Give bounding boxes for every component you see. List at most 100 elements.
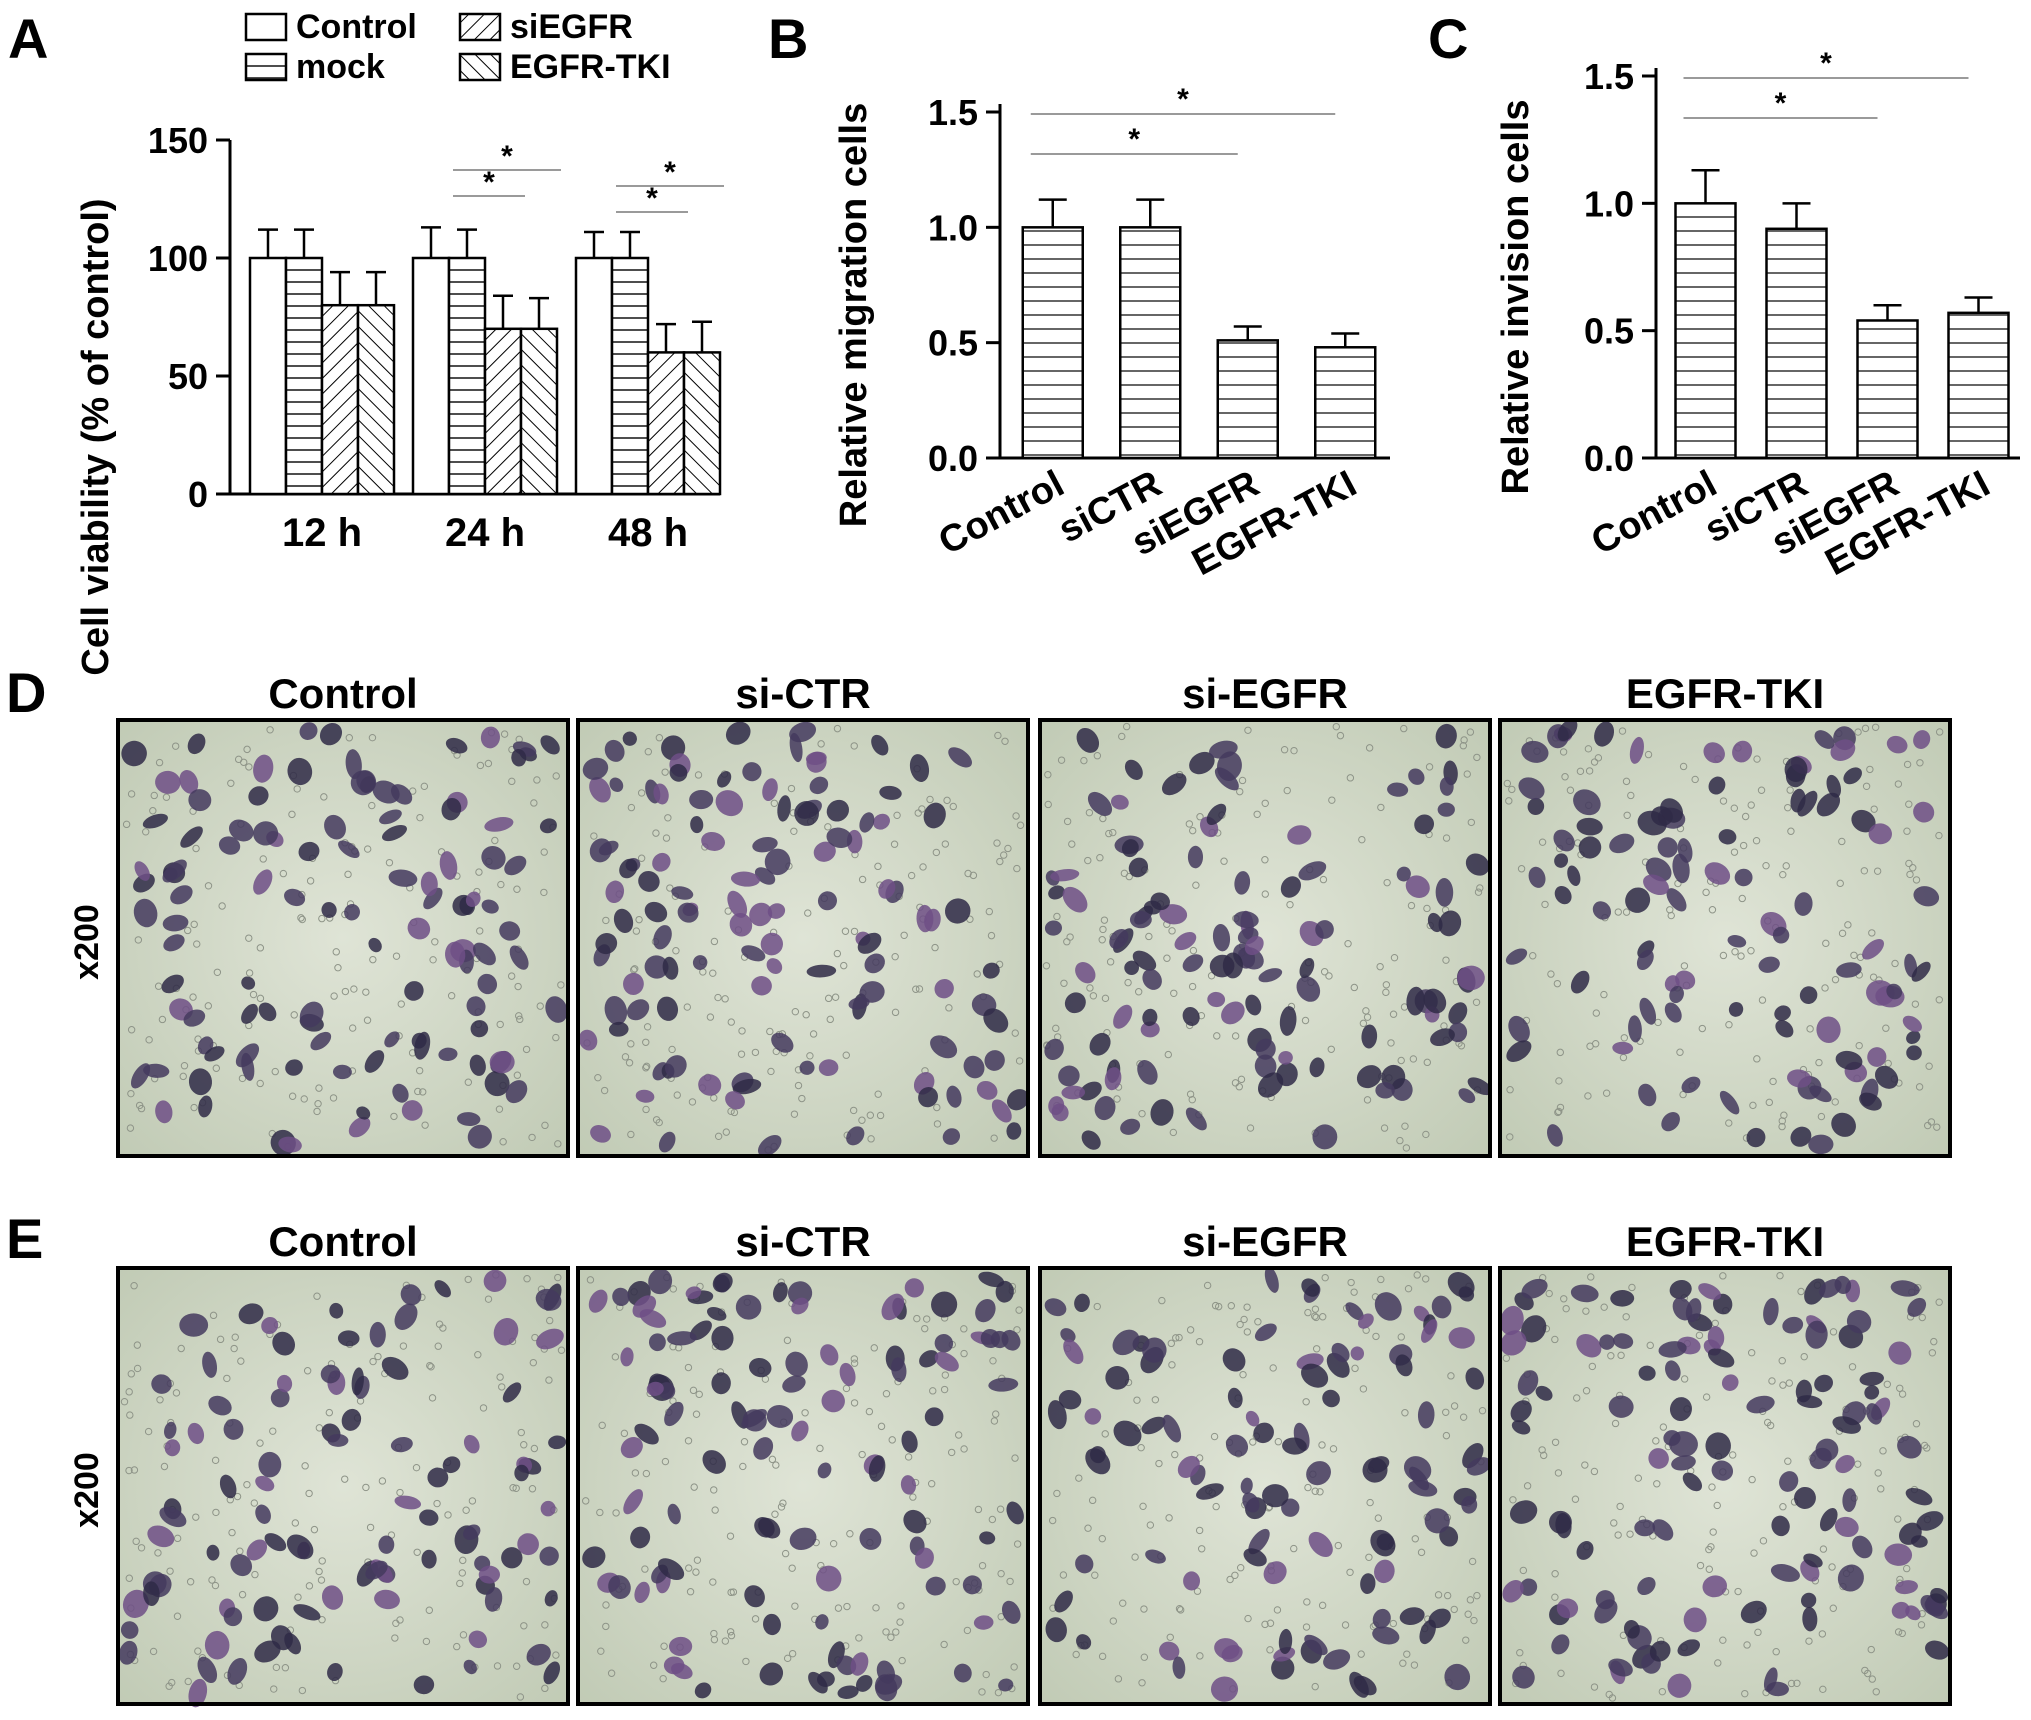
stained-cell [589, 838, 612, 863]
stained-cell [988, 1377, 1019, 1392]
membrane-pore [427, 1363, 435, 1371]
stained-cell [1648, 1448, 1669, 1469]
membrane-pore [690, 1483, 698, 1491]
stained-cell [1795, 1379, 1813, 1403]
membrane-pore [1006, 1577, 1014, 1586]
stained-cell [1129, 910, 1152, 929]
membrane-pore [1235, 1083, 1243, 1091]
membrane-pore [1628, 1283, 1636, 1292]
membrane-pore [228, 1528, 236, 1537]
y-tick-label: 0.5 [928, 323, 978, 364]
stained-cell [382, 824, 407, 842]
stained-cell [1089, 1032, 1111, 1056]
membrane-pore [1473, 1591, 1481, 1600]
micrograph-title: EGFR-TKI [1626, 670, 1824, 717]
membrane-pore [1538, 1446, 1546, 1454]
significance-star: * [1128, 123, 1140, 156]
membrane-pore [362, 1483, 370, 1492]
membrane-pore [1912, 876, 1921, 884]
membrane-pore [794, 1081, 803, 1090]
membrane-pore [530, 1444, 539, 1453]
membrane-pore [1584, 745, 1593, 753]
legend-swatch-mock [244, 52, 288, 82]
membrane-pore [988, 1515, 997, 1524]
stained-cell [667, 1503, 681, 1525]
stained-cell [1905, 1487, 1933, 1506]
stained-cell [180, 826, 203, 848]
stained-cell [526, 1643, 551, 1666]
stained-cell [536, 1328, 564, 1350]
stained-cell [1625, 887, 1651, 913]
membrane-pore [218, 902, 226, 910]
stained-cell [1006, 1501, 1024, 1525]
stained-cell [1500, 1330, 1527, 1356]
stained-cell [1708, 776, 1726, 795]
stained-cell [1517, 1370, 1539, 1396]
membrane-pore [771, 1510, 779, 1518]
stained-cell [1835, 1050, 1863, 1070]
stained-cell [1435, 723, 1457, 749]
stained-cell [401, 1100, 423, 1121]
membrane-pore [1329, 1445, 1338, 1453]
stained-cell [1408, 768, 1425, 785]
membrane-pore [540, 848, 548, 856]
stained-cell [1254, 1054, 1277, 1078]
bar-control [1021, 226, 1084, 460]
membrane-pore [727, 1588, 735, 1597]
membrane-pore [1231, 1032, 1240, 1040]
stained-cell [1076, 1634, 1092, 1650]
membrane-pore [366, 1523, 375, 1532]
stained-cell [1281, 1498, 1300, 1517]
membrane-pore [1582, 1307, 1590, 1315]
membrane-pore [1403, 1650, 1411, 1658]
membrane-pore [476, 761, 485, 770]
membrane-pore [1013, 1326, 1021, 1334]
membrane-pore [1363, 1096, 1372, 1104]
membrane-pore [1015, 1057, 1024, 1065]
membrane-pore [798, 1094, 806, 1103]
stained-cell [1121, 839, 1139, 858]
y-tick-label: 1.5 [1584, 56, 1634, 97]
stained-cell [219, 1474, 237, 1499]
stained-cell [1799, 986, 1818, 1004]
membrane-pore [1237, 1564, 1245, 1572]
membrane-pore [1644, 750, 1653, 759]
stained-cell [1234, 871, 1251, 895]
membrane-pore [1357, 1650, 1365, 1658]
membrane-pore [1588, 1362, 1597, 1371]
stained-cell [1142, 1008, 1158, 1027]
stained-cell [272, 1331, 296, 1356]
membrane-pore [1923, 1444, 1931, 1452]
membrane-pore [1114, 1675, 1123, 1683]
membrane-pore [301, 1462, 309, 1470]
membrane-pore [189, 993, 197, 1001]
stained-cell [1406, 986, 1425, 1016]
magnification-label: x200 [68, 1452, 106, 1528]
membrane-pore [183, 926, 192, 935]
membrane-pore [642, 1469, 651, 1478]
membrane-pore [552, 1651, 560, 1659]
stained-cell [725, 721, 751, 745]
membrane-pore [1423, 1058, 1431, 1067]
stained-cell [983, 1008, 1009, 1033]
stained-cell [480, 726, 500, 749]
membrane-pore [177, 1344, 185, 1353]
stained-cell [133, 898, 158, 928]
stained-cell [164, 1421, 177, 1440]
stained-cell [749, 902, 773, 927]
micrograph-frame [1038, 718, 1492, 1158]
membrane-pore [888, 1436, 896, 1444]
membrane-pore [251, 1570, 259, 1579]
membrane-pore [435, 1320, 444, 1328]
membrane-pore [1347, 1278, 1355, 1287]
stained-cell [962, 1575, 982, 1595]
stained-cell [1846, 1310, 1872, 1334]
membrane-pore [1109, 1617, 1118, 1625]
membrane-pore [1474, 888, 1483, 896]
stained-cell [253, 869, 273, 895]
membrane-pore [737, 1050, 746, 1058]
stained-cell [931, 1291, 958, 1318]
stained-cell [394, 1303, 418, 1330]
stained-cell [1801, 1592, 1817, 1608]
membrane-pore [1719, 1272, 1727, 1280]
